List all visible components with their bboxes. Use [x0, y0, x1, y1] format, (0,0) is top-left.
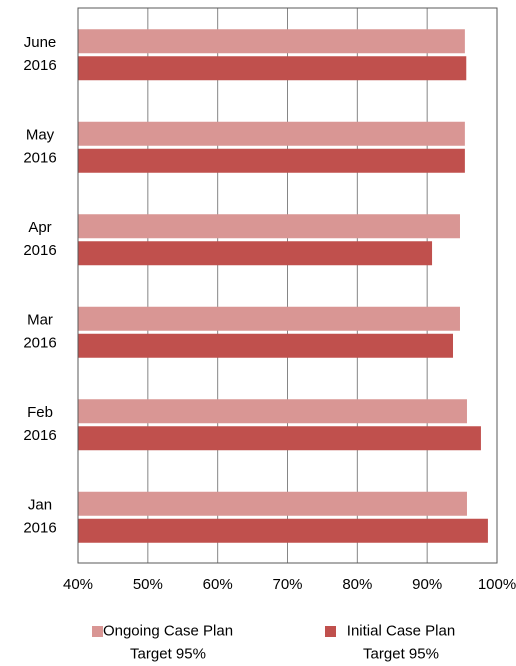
x-tick-label: 60% [203, 576, 233, 593]
x-tick-label: 40% [63, 576, 93, 593]
y-tick-label: Jan 2016 [23, 496, 56, 536]
y-tick-label: Apr 2016 [23, 219, 56, 259]
x-tick-label: 80% [342, 576, 372, 593]
bar [78, 491, 467, 516]
legend-swatch [92, 626, 103, 637]
y-tick-label: June 2016 [23, 34, 56, 74]
x-tick-label: 90% [412, 576, 442, 593]
bar [78, 306, 460, 331]
bar [78, 29, 465, 54]
y-tick-label: Feb 2016 [23, 404, 56, 444]
bar [78, 399, 467, 424]
y-tick-label: Mar 2016 [23, 311, 56, 351]
x-tick-label: 70% [272, 576, 302, 593]
plot-border [77, 7, 498, 564]
bar [78, 518, 488, 543]
bar [78, 241, 433, 266]
bar [78, 333, 454, 358]
bar [78, 214, 460, 239]
legend-label: Initial Case Plan Target 95% [347, 622, 455, 662]
x-tick-label: 100% [478, 576, 516, 593]
bar [78, 426, 481, 451]
legend-swatch [325, 626, 336, 637]
bar [78, 148, 465, 173]
bar [78, 121, 465, 146]
bar [78, 56, 467, 81]
y-tick-label: May 2016 [23, 126, 56, 166]
x-tick-label: 50% [133, 576, 163, 593]
legend-label: Ongoing Case Plan Target 95% [103, 622, 233, 662]
